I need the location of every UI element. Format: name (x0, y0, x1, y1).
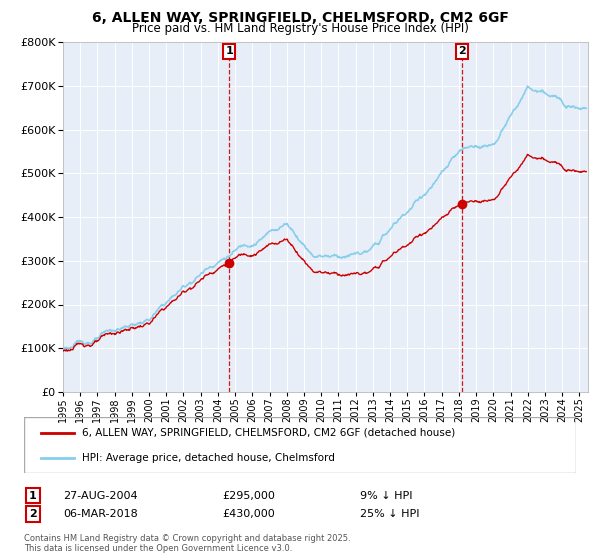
Text: 6, ALLEN WAY, SPRINGFIELD, CHELMSFORD, CM2 6GF (detached house): 6, ALLEN WAY, SPRINGFIELD, CHELMSFORD, C… (82, 428, 455, 438)
Text: HPI: Average price, detached house, Chelmsford: HPI: Average price, detached house, Chel… (82, 452, 335, 463)
Text: 2: 2 (29, 509, 37, 519)
Text: 27-AUG-2004: 27-AUG-2004 (63, 491, 137, 501)
Text: 1: 1 (225, 46, 233, 57)
Text: Contains HM Land Registry data © Crown copyright and database right 2025.
This d: Contains HM Land Registry data © Crown c… (24, 534, 350, 553)
Text: 25% ↓ HPI: 25% ↓ HPI (360, 509, 419, 519)
Text: 06-MAR-2018: 06-MAR-2018 (63, 509, 138, 519)
Text: 9% ↓ HPI: 9% ↓ HPI (360, 491, 413, 501)
Text: Price paid vs. HM Land Registry's House Price Index (HPI): Price paid vs. HM Land Registry's House … (131, 22, 469, 35)
Text: 6, ALLEN WAY, SPRINGFIELD, CHELMSFORD, CM2 6GF: 6, ALLEN WAY, SPRINGFIELD, CHELMSFORD, C… (92, 11, 508, 25)
Text: £295,000: £295,000 (222, 491, 275, 501)
Text: 2: 2 (458, 46, 466, 57)
Text: 1: 1 (29, 491, 37, 501)
Text: £430,000: £430,000 (222, 509, 275, 519)
